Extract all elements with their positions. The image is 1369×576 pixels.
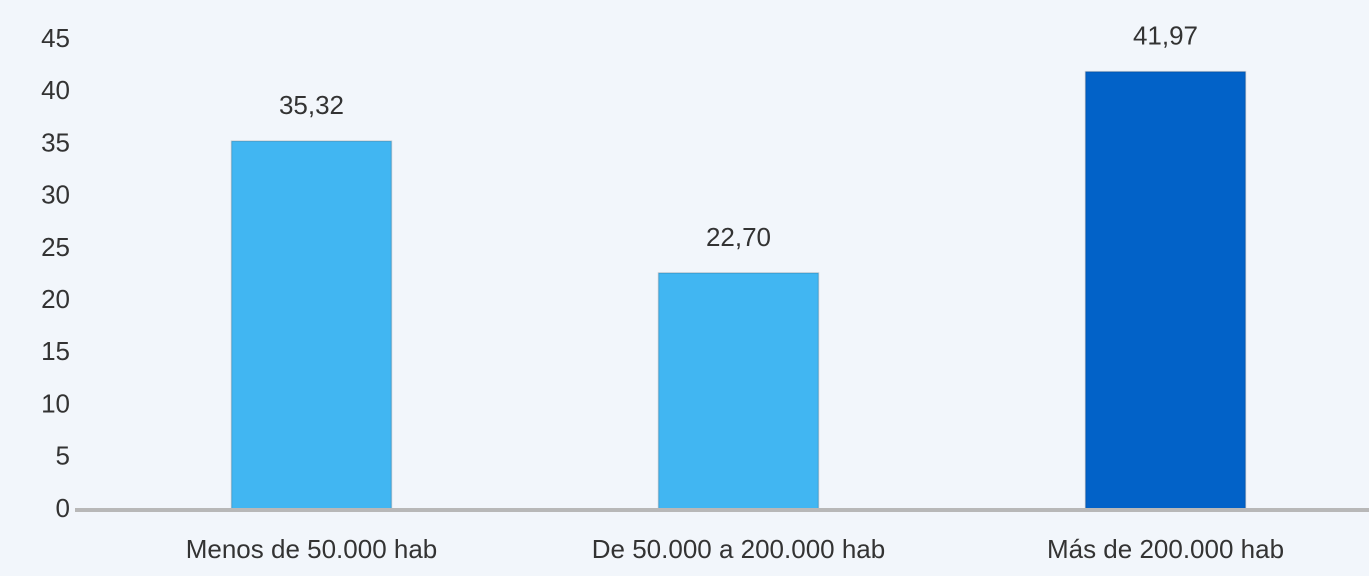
bar [657, 272, 820, 511]
bar [230, 140, 393, 511]
y-tick-label: 45 [41, 23, 70, 53]
y-tick-label: 20 [41, 284, 70, 314]
y-tick-label: 10 [41, 388, 70, 418]
x-tick-label: De 50.000 a 200.000 hab [592, 534, 885, 564]
value-label: 35,32 [279, 90, 344, 120]
y-tick-label: 40 [41, 75, 70, 105]
value-label: 41,97 [1133, 21, 1198, 51]
bar [1084, 70, 1247, 511]
y-tick-label: 25 [41, 232, 70, 262]
y-tick-label: 5 [56, 441, 70, 471]
value-label: 22,70 [706, 222, 771, 252]
y-tick-label: 15 [41, 336, 70, 366]
x-tick-label: Más de 200.000 hab [1047, 534, 1284, 564]
y-tick-label: 35 [41, 127, 70, 157]
x-tick-label: Menos de 50.000 hab [186, 534, 438, 564]
y-tick-label: 30 [41, 180, 70, 210]
y-tick-label: 0 [56, 493, 70, 523]
